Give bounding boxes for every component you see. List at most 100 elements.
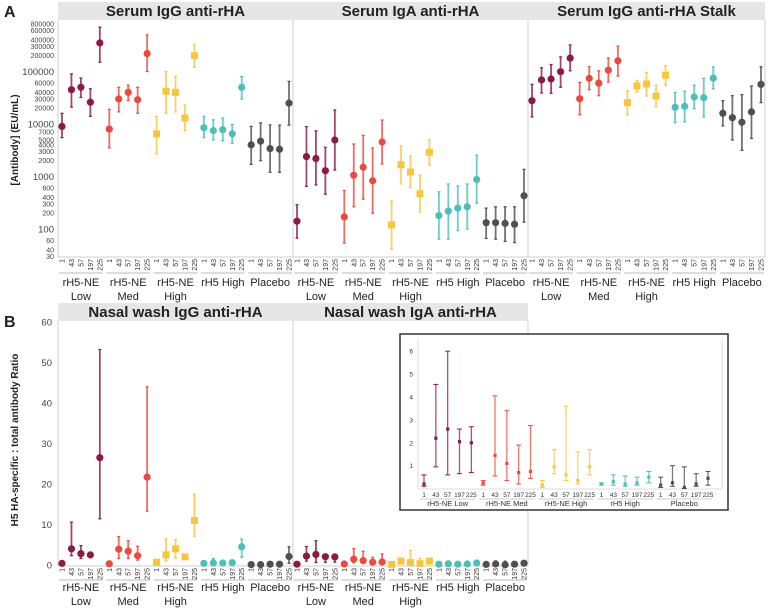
data-point <box>407 559 414 567</box>
x-tick-label: 57 <box>503 259 510 267</box>
inset-x-tick-label: 1 <box>600 492 604 499</box>
inset-data-point <box>670 481 675 485</box>
x-tick-label: 43 <box>493 568 500 576</box>
group-label: rH5-NE <box>110 277 147 289</box>
data-point <box>350 171 358 179</box>
data-point <box>266 144 274 153</box>
x-tick-label: 225 <box>474 259 481 271</box>
x-tick-label: 1 <box>577 259 584 263</box>
x-tick-label: 197 <box>88 568 95 580</box>
group-label: Placebo <box>250 582 290 594</box>
x-tick-label: 1 <box>342 568 349 572</box>
x-tick-label: 225 <box>522 568 529 580</box>
data-point <box>435 211 443 220</box>
data-point <box>219 126 227 134</box>
inset-data-point <box>694 482 698 486</box>
inset-data-point <box>422 482 426 486</box>
data-point <box>153 558 161 566</box>
inset-x-tick-label: 43 <box>551 492 559 499</box>
x-tick-label: 197 <box>323 568 330 580</box>
x-tick-label: 1 <box>201 259 208 263</box>
x-tick-label: 43 <box>69 568 76 576</box>
group-label: Placebo <box>485 277 525 289</box>
data-point <box>454 204 462 212</box>
group-label: rH5-NE <box>63 277 100 289</box>
data-point <box>520 559 528 567</box>
x-tick-label: 197 <box>370 259 377 271</box>
y-tick-label: 60 <box>46 238 54 245</box>
x-tick-label: 225 <box>287 259 294 271</box>
data-point <box>257 137 265 145</box>
group-label: rH5-NE <box>298 277 335 289</box>
inset-x-tick-label: 43 <box>432 492 440 499</box>
x-tick-label: 43 <box>730 259 737 267</box>
group-label: rH5-NE <box>63 582 100 594</box>
group-label: rH5-NE <box>533 277 570 289</box>
x-tick-label: 57 <box>220 259 227 267</box>
x-tick-label: 57 <box>503 568 510 576</box>
group-label: High <box>164 291 187 303</box>
y-tick-label: 600000 <box>31 28 54 35</box>
group-label: Placebo <box>485 582 525 594</box>
inset-data-point <box>528 469 533 474</box>
data-point <box>662 71 670 79</box>
data-point <box>340 213 348 221</box>
x-tick-label: 197 <box>654 259 661 271</box>
x-tick-label: 43 <box>258 259 265 267</box>
x-tick-label: 1 <box>295 259 302 263</box>
group-label: rH5 High <box>201 277 244 289</box>
data-point <box>747 108 756 116</box>
group-label: rH5-NE <box>392 582 429 594</box>
x-tick-label: 57 <box>361 259 368 267</box>
data-point <box>435 560 443 568</box>
x-tick-label: 197 <box>606 259 613 271</box>
data-point <box>359 163 367 171</box>
inset-data-point <box>446 427 450 431</box>
group-label: Med <box>588 291 609 303</box>
x-tick-label: 43 <box>211 568 218 576</box>
x-tick-label: 43 <box>539 259 546 267</box>
y-tick-label: 3000 <box>38 149 54 156</box>
data-point <box>247 560 255 569</box>
x-tick-label: 1 <box>484 259 491 263</box>
data-point <box>134 552 142 560</box>
data-point <box>501 561 509 569</box>
group-label: rH5-NE <box>110 582 147 594</box>
inset-x-tick-label: 57 <box>562 492 570 499</box>
data-point <box>285 99 293 107</box>
x-tick-label: 225 <box>97 259 104 271</box>
data-point <box>378 558 386 566</box>
data-point <box>86 551 94 559</box>
group-label: rH5-NE <box>157 582 194 594</box>
data-point <box>425 148 433 156</box>
inset-data-point <box>481 481 485 485</box>
inset-y-tick-label: 2 <box>409 440 413 447</box>
data-point <box>528 97 536 105</box>
x-tick-label: 43 <box>682 259 689 267</box>
data-point <box>633 82 641 90</box>
group-label: High <box>635 291 658 303</box>
x-tick-label: 1 <box>389 259 396 263</box>
x-tick-label: 197 <box>323 259 330 271</box>
data-point <box>463 560 471 568</box>
x-tick-label: 43 <box>634 259 641 267</box>
panel-letter-a: A <box>4 4 16 21</box>
data-point <box>537 76 546 84</box>
data-point <box>181 114 189 122</box>
x-tick-label: 197 <box>417 259 424 271</box>
data-point <box>728 114 736 122</box>
x-tick-label: 225 <box>663 259 670 271</box>
data-point <box>58 122 66 131</box>
data-point <box>275 145 284 153</box>
inset-frame <box>399 333 729 511</box>
x-tick-label: 225 <box>711 259 718 271</box>
inset-x-tick-label: 197 <box>691 492 702 499</box>
y-tick-label: 600 <box>42 186 54 193</box>
x-tick-label: 1 <box>436 568 443 572</box>
data-point <box>181 553 189 561</box>
inset-y-tick-label: 5 <box>409 372 413 379</box>
data-point <box>700 94 708 102</box>
y-axis-label-b: H5 HA-specific : total antibody Ratio <box>10 354 21 527</box>
